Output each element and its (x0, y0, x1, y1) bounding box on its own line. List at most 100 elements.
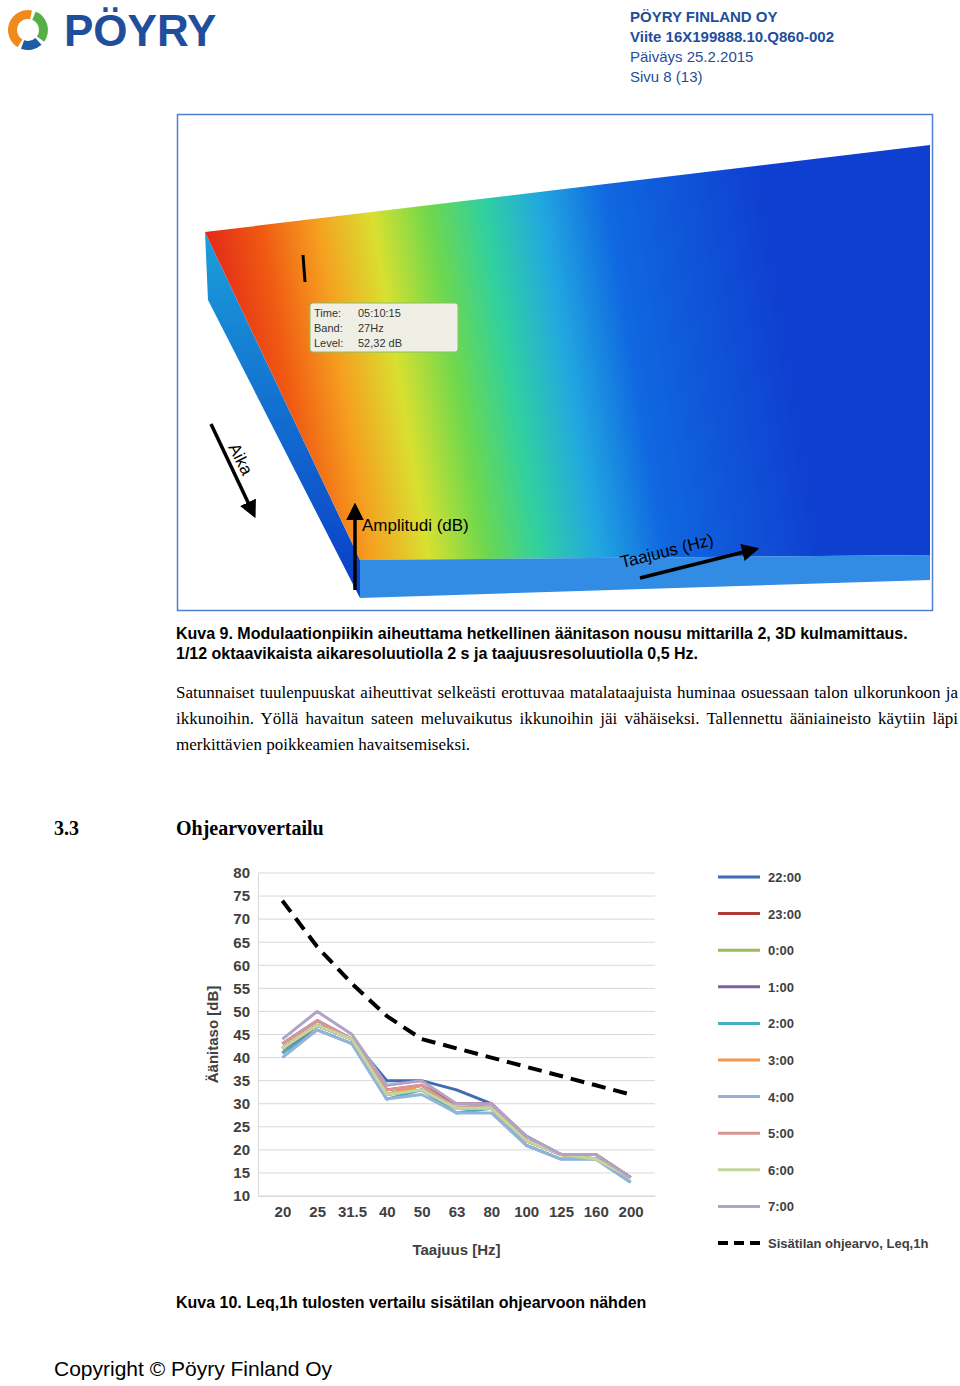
grid-line (258, 1034, 655, 1035)
logo-arc (21, 38, 42, 50)
grid-line (258, 1080, 655, 1081)
legend-swatch (718, 985, 760, 988)
caption: Kuva 10. Leq,1h tulosten vertailu sisäti… (176, 1294, 646, 1312)
y-tick-label: 15 (233, 1164, 250, 1181)
x-tick: 80 (483, 1196, 500, 1220)
x-tick: 31.5 (338, 1196, 367, 1220)
legend-label: 0:00 (768, 943, 794, 958)
grid-line (258, 1196, 655, 1197)
logo-arc (32, 12, 48, 42)
y-tick-label: 75 (233, 887, 250, 904)
axis-amplitude-label: Amplitudi (dB) (362, 516, 469, 535)
y-tick: 30 (233, 1095, 258, 1112)
legend-swatch (718, 912, 760, 915)
y-tick: 45 (233, 1026, 258, 1043)
header-graphic: PÖYRY (0, 0, 960, 110)
tooltip-value: 27Hz (358, 322, 384, 334)
figure-9: Time: 05:10:15 Band: 27Hz Level: 52,32 dB Aika… (0, 0, 960, 620)
legend-swatch (718, 1059, 760, 1062)
y-tick: 60 (233, 957, 258, 974)
x-tick: 125 (549, 1196, 574, 1220)
tooltip-label: Time: (314, 307, 341, 319)
legend-swatch (718, 876, 760, 879)
y-tick: 20 (233, 1141, 258, 1158)
grid-line (258, 919, 655, 920)
legend-label: 7:00 (768, 1199, 794, 1214)
legend-swatch (718, 1022, 760, 1025)
y-tick-label: 55 (233, 980, 250, 997)
section-number: 3.3 (54, 817, 79, 840)
grid-line (258, 1172, 655, 1173)
tooltip-label: Level: (314, 337, 343, 349)
arrow-amplitude (353, 506, 357, 590)
x-tick: 100 (514, 1196, 539, 1220)
logo-icon (8, 10, 48, 50)
legend-swatch (718, 1241, 760, 1245)
plot-area (282, 901, 630, 1182)
legend-label: 3:00 (768, 1053, 794, 1068)
image-frame (178, 115, 933, 611)
axis-time-label: Aika (224, 440, 256, 479)
grid-line (258, 942, 655, 943)
y-tick: 10 (233, 1187, 258, 1204)
y-tick-label: 50 (233, 1003, 250, 1020)
legend-label: 2:00 (768, 1016, 794, 1031)
tooltip-label: Band: (314, 322, 343, 334)
legend-label: 4:00 (768, 1090, 794, 1105)
grid-line (258, 896, 655, 897)
y-tick: 50 (233, 1003, 258, 1020)
legend-label: 5:00 (768, 1126, 794, 1141)
series-line (282, 1030, 630, 1182)
legend-label: 1:00 (768, 980, 794, 995)
section-title: Ohjearvovertailu (176, 817, 324, 840)
peak-marker (303, 255, 305, 282)
x-tick: 20 (275, 1196, 292, 1220)
x-tick: 25 (309, 1196, 326, 1220)
x-tick-label: 31.5 (338, 1203, 367, 1220)
x-tick-label: 63 (449, 1203, 466, 1220)
legend-label: 22:00 (768, 870, 801, 885)
y-tick: 55 (233, 980, 258, 997)
y-tick: 75 (233, 887, 258, 904)
legend-swatch (718, 1095, 760, 1098)
grid-line (258, 965, 655, 966)
x-tick-label: 40 (379, 1203, 396, 1220)
date: Päiväys 25.2.2015 (630, 48, 753, 65)
reference: Viite 16X199888.10.Q860-002 (630, 28, 834, 45)
x-tick: 63 (449, 1196, 466, 1220)
y-tick-label: 25 (233, 1118, 250, 1135)
x-tick-label: 20 (275, 1203, 292, 1220)
tooltip-value: 05:10:15 (358, 307, 401, 319)
footer: Copyright © Pöyry Finland Oy (54, 1357, 332, 1381)
caption: Kuva 9. Modulaationpiikin aiheuttama het… (176, 624, 916, 664)
x-axis-line (259, 1196, 656, 1197)
y-tick-label: 20 (233, 1141, 250, 1158)
series-line (282, 1011, 630, 1177)
legend-label: 23:00 (768, 907, 801, 922)
grid-line (258, 988, 655, 989)
tooltip-value: 52,32 dB (358, 337, 402, 349)
x-tick-label: 50 (414, 1203, 431, 1220)
x-tick: 50 (414, 1196, 431, 1220)
tooltip: Time: 05:10:15 Band: 27Hz Level: 52,32 dB (310, 303, 458, 352)
y-tick: 70 (233, 910, 258, 927)
legend-swatch (718, 1132, 760, 1135)
chart: 101520253035404550556065707580202531.540… (0, 860, 960, 1280)
logo-text: PÖYRY (64, 6, 216, 55)
y-tick-label: 45 (233, 1026, 250, 1043)
y-tick: 25 (233, 1118, 258, 1135)
axis-frequency-label: Taajuus (Hz) (618, 530, 715, 572)
legend-swatch (718, 949, 760, 952)
y-tick: 80 (233, 864, 258, 881)
y-tick-label: 70 (233, 910, 250, 927)
y-tick-label: 10 (233, 1187, 250, 1204)
x-tick-label: 100 (514, 1203, 539, 1220)
company: PÖYRY FINLAND OY (630, 8, 778, 25)
x-axis-title: Taajuus [Hz] (412, 1241, 500, 1258)
x-tick: 160 (584, 1196, 609, 1220)
series-line (282, 1030, 630, 1182)
paragraph: Satunnaiset tuulenpuuskat aiheuttivat se… (176, 680, 958, 758)
y-tick: 40 (233, 1049, 258, 1066)
x-tick: 200 (619, 1196, 644, 1220)
y-tick-label: 80 (233, 864, 250, 881)
